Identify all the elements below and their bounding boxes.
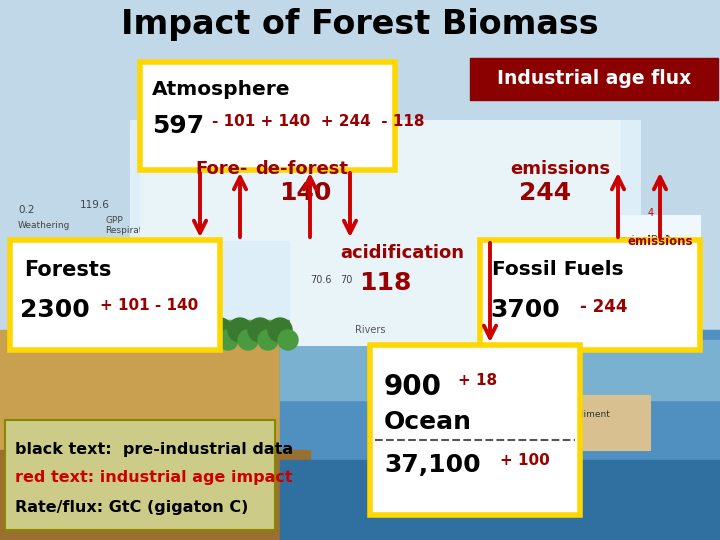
Text: 0.2: 0.2 [18,330,35,340]
Bar [280,330,720,540]
Text: 3700: 3700 [490,298,559,322]
Text: + 101 - 140: + 101 - 140 [100,298,198,313]
Text: emissions: emissions [628,235,693,248]
Circle shape [198,330,218,350]
Text: Forests: Forests [24,260,112,280]
Text: Fossil Fuels: Fossil Fuels [492,260,624,279]
Text: 3: 3 [642,250,649,260]
Text: 244: 244 [519,181,571,205]
Bar [140,62,395,170]
Bar [490,395,650,450]
Text: 140: 140 [279,181,331,205]
Text: Ocean: Ocean [384,410,472,434]
Text: 70: 70 [340,275,352,285]
Bar [0,0,720,370]
Bar [470,58,718,100]
Text: Industrial age flux: Industrial age flux [497,70,691,89]
Text: 0.2: 0.2 [18,205,35,215]
Circle shape [248,318,272,342]
Text: Fore-: Fore- [195,160,248,178]
Text: Atmosphere: Atmosphere [152,80,290,99]
Bar [280,460,720,540]
Circle shape [238,330,258,350]
Bar [480,120,620,240]
Text: 119.6: 119.6 [80,200,110,210]
Text: Marine Biota: Marine Biota [612,235,678,245]
Text: red text: industrial age impact: red text: industrial age impact [15,470,292,485]
Bar [290,225,520,345]
Text: 2300: 2300 [20,298,90,322]
Text: Weathering: Weathering [48,311,100,320]
Text: black text:  pre-industrial data: black text: pre-industrial data [15,442,293,457]
Text: emissions: emissions [510,160,610,178]
Text: - 101 + 140  + 244  - 118: - 101 + 140 + 244 - 118 [212,114,425,129]
Text: 37,100: 37,100 [384,453,481,477]
Circle shape [228,318,252,342]
Text: 1 8: 1 8 [498,280,513,290]
Text: 120: 120 [150,190,170,200]
Bar [5,420,275,530]
Text: de-forest: de-forest [255,160,348,178]
Text: 150: 150 [561,425,580,435]
Text: Weathering: Weathering [18,221,71,230]
Bar [10,240,220,350]
Text: Rate/flux: GtC (gigaton C): Rate/flux: GtC (gigaton C) [15,500,248,515]
Text: - 244: - 244 [580,298,628,316]
Text: 118: 118 [359,271,411,295]
Bar [370,345,580,515]
Text: Impact of Forest Biomass: Impact of Forest Biomass [121,8,599,41]
Circle shape [268,318,292,342]
Bar [0,450,310,540]
Text: Rivers: Rivers [355,325,385,335]
Bar [480,240,700,350]
Text: 0.2: 0.2 [20,280,37,290]
Bar [280,340,720,400]
Text: + 100: + 100 [500,453,550,468]
Bar [140,120,480,240]
Circle shape [208,318,232,342]
Circle shape [218,330,238,350]
Text: Respiration: Respiration [105,226,156,235]
Text: Surface sediment: Surface sediment [530,410,610,419]
Circle shape [258,330,278,350]
Circle shape [278,330,298,350]
Text: 4: 4 [648,208,654,218]
Bar [590,215,700,280]
Text: 900: 900 [384,373,442,401]
Text: 597: 597 [152,114,204,138]
Text: + 18: + 18 [458,373,497,388]
Circle shape [188,318,212,342]
Bar [130,120,640,370]
Text: GPP: GPP [105,216,122,225]
Text: 1: 1 [148,208,154,218]
Text: acidification: acidification [340,244,464,262]
Bar [0,330,310,540]
Bar [130,320,290,340]
Text: 70.6: 70.6 [310,275,331,285]
